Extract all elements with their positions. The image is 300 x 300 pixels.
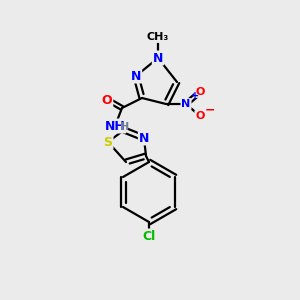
Text: O: O (195, 111, 205, 121)
Text: CH₃: CH₃ (147, 32, 169, 42)
Text: N: N (139, 131, 149, 145)
Text: N: N (131, 70, 141, 83)
Text: N: N (153, 52, 163, 64)
Text: +: + (191, 91, 199, 101)
Text: −: − (205, 103, 215, 116)
Text: H: H (120, 122, 130, 132)
Text: O: O (195, 87, 205, 97)
Text: S: S (103, 136, 112, 148)
Text: N: N (182, 99, 190, 109)
Text: O: O (102, 94, 112, 106)
Text: Cl: Cl (142, 230, 156, 242)
Text: NH: NH (105, 119, 125, 133)
